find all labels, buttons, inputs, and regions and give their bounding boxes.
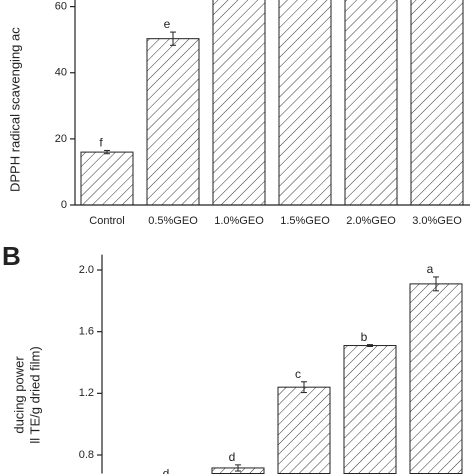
bar bbox=[80, 151, 134, 206]
y-tick-label: 1.2 bbox=[79, 387, 94, 399]
bar bbox=[409, 283, 463, 474]
x-tick-label: 2.0%GEO bbox=[346, 215, 396, 227]
bar-annotation: f bbox=[99, 136, 103, 150]
bar-annotation: d bbox=[229, 450, 236, 464]
y-tick-label: 2.0 bbox=[79, 264, 94, 276]
bar-annotation: c bbox=[295, 367, 301, 381]
y-tick-label: 0.8 bbox=[79, 449, 94, 461]
x-tick-label: 1.0%GEO bbox=[214, 215, 264, 227]
x-tick-label: 0.5%GEO bbox=[148, 215, 198, 227]
bar-annotation: a bbox=[427, 262, 434, 276]
bar bbox=[343, 345, 397, 474]
bar-annotation: d bbox=[163, 466, 170, 474]
y-tick-label: 0 bbox=[61, 199, 67, 211]
x-tick-label: Control bbox=[89, 215, 124, 227]
panel-label: B bbox=[2, 241, 21, 271]
bar-annotation: b bbox=[361, 330, 368, 344]
y-axis-label: ll TE/g dried film) bbox=[27, 346, 42, 443]
bar bbox=[344, 0, 398, 206]
y-tick-label: 60 bbox=[55, 1, 67, 13]
bar bbox=[410, 0, 464, 206]
bar bbox=[277, 386, 331, 474]
y-tick-label: 20 bbox=[55, 133, 67, 145]
bar bbox=[212, 0, 266, 206]
y-tick-label: 1.6 bbox=[79, 326, 94, 338]
y-axis-label: DPPH radical scavenging ac bbox=[7, 27, 22, 192]
x-tick-label: 1.5%GEO bbox=[280, 215, 330, 227]
x-tick-label: 3.0%GEO bbox=[412, 215, 462, 227]
bar bbox=[146, 38, 200, 206]
bar bbox=[278, 0, 332, 206]
y-tick-label: 40 bbox=[55, 67, 67, 79]
bar-annotation: e bbox=[164, 17, 171, 31]
y-axis-label: ducing power bbox=[11, 356, 26, 434]
